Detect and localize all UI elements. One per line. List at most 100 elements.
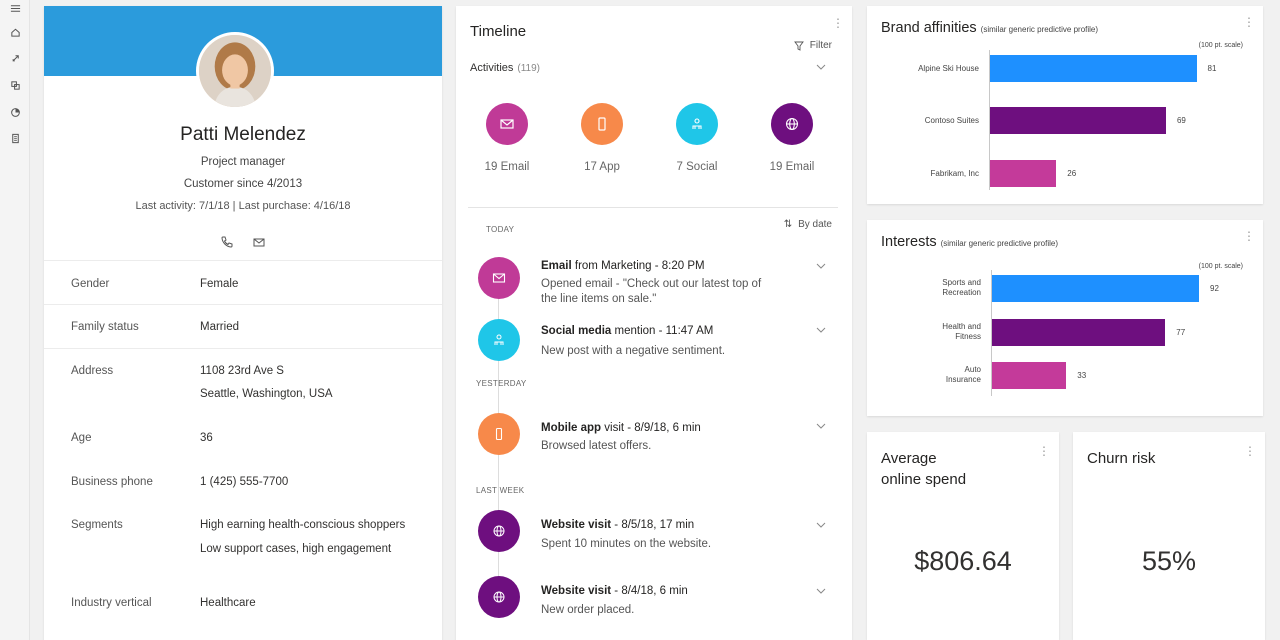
scale-label: (100 pt. scale)	[1198, 42, 1243, 49]
timeline-item-desc: Opened email - "Check out our latest top…	[541, 278, 762, 305]
field-value: Healthcare	[200, 597, 256, 609]
timeline-item-desc: Browsed latest offers.	[541, 440, 652, 452]
more-options-icon[interactable]: ⋮	[1243, 229, 1255, 243]
timeline-item-desc: New order placed.	[541, 604, 635, 616]
bar[interactable]	[990, 107, 1166, 134]
field-value: Married	[200, 321, 239, 333]
nav-rail	[0, 0, 30, 640]
filter-label: Filter	[809, 40, 832, 51]
social-summary-icon[interactable]	[676, 103, 718, 145]
bar-value: 92	[1210, 284, 1219, 293]
scale-label: (100 pt. scale)	[1198, 263, 1243, 270]
document-icon[interactable]	[9, 132, 21, 144]
phone-icon	[478, 413, 520, 455]
timeline-title: Timeline	[470, 23, 527, 40]
sort-by-date-button[interactable]: ⇅ By date	[784, 219, 832, 230]
field-row-family-status: Family status Married	[44, 304, 442, 348]
field-row-industry: Industry vertical Healthcare	[44, 576, 442, 636]
web-summary-icon[interactable]	[771, 103, 813, 145]
activities-label: Activities	[470, 62, 514, 74]
bar-label: Auto Insurance	[945, 365, 981, 384]
chevron-down-icon[interactable]	[816, 327, 826, 333]
churn-risk-card: Churn risk ⋮ 55%	[1073, 432, 1265, 640]
activities-count: (119)	[517, 63, 541, 74]
email-icon[interactable]	[252, 235, 266, 249]
bar-label: Fabrikam, Inc	[930, 169, 979, 178]
email-summary-icon[interactable]	[486, 103, 528, 145]
field-row-age: Age 36	[44, 418, 442, 462]
field-row-business-phone: Business phone 1 (425) 555-7700	[44, 462, 442, 506]
summary-label-email: 19 Email	[484, 161, 530, 173]
sort-icon: ⇅	[783, 219, 793, 230]
app-summary-icon[interactable]	[581, 103, 623, 145]
field-value-line2: Low support cases, high engagement	[200, 543, 392, 555]
brand-affinities-title: Brand affinities (similar generic predict…	[881, 20, 1099, 36]
divider	[468, 207, 838, 208]
filter-button[interactable]: Filter	[793, 40, 832, 51]
more-options-icon[interactable]: ⋮	[1243, 15, 1255, 29]
chart-axis	[989, 50, 990, 190]
timeline-item-title[interactable]: Email from Marketing - 8:20 PM	[541, 260, 705, 272]
more-options-icon[interactable]: ⋮	[1038, 444, 1050, 458]
summary-label-app: 17 App	[584, 161, 620, 173]
field-label: Address	[71, 365, 114, 377]
more-options-icon[interactable]: ⋮	[832, 16, 844, 30]
chevron-down-icon[interactable]	[816, 522, 826, 528]
field-label: Segments	[71, 519, 123, 531]
rocket-icon[interactable]	[9, 52, 21, 64]
churn-risk-title: Churn risk	[1087, 450, 1156, 467]
timeline-item-title[interactable]: Social media mention - 11:47 AM	[541, 325, 714, 337]
chevron-down-icon[interactable]	[816, 263, 826, 269]
field-row-segments: Segments High earning health-conscious s…	[44, 506, 442, 576]
brand-affinities-card: Brand affinities (similar generic predict…	[867, 6, 1263, 204]
summary-label-social: 7 Social	[676, 161, 718, 173]
bar-value: 77	[1176, 328, 1186, 337]
section-today: TODAY	[486, 225, 515, 234]
activities-header[interactable]: Activities (119)	[470, 62, 540, 74]
chevron-down-icon[interactable]	[816, 423, 826, 429]
field-label: Industry vertical	[71, 597, 152, 609]
sort-label: By date	[798, 219, 832, 230]
segments-icon[interactable]	[9, 79, 21, 91]
bar[interactable]	[990, 55, 1197, 82]
bar-label: Alpine Ski House	[918, 64, 979, 73]
section-yesterday: YESTERDAY	[476, 379, 527, 388]
bar-value: 33	[1077, 371, 1087, 380]
bar-value: 81	[1207, 64, 1217, 73]
field-value-line2: Seattle, Washington, USA	[200, 388, 333, 400]
chevron-down-icon[interactable]	[816, 588, 826, 594]
chevron-down-icon[interactable]	[816, 64, 826, 70]
field-label: Business phone	[71, 476, 153, 488]
bar[interactable]	[992, 319, 1166, 346]
mail-icon	[478, 257, 520, 299]
avatar	[196, 32, 274, 110]
bar-value: 26	[1067, 169, 1077, 178]
bar-label: Sports and Recreation	[942, 278, 981, 297]
timeline-item-title[interactable]: Website visit - 8/5/18, 17 min	[541, 519, 695, 531]
timeline-item-title[interactable]: Mobile app visit - 8/9/18, 6 min	[541, 422, 701, 434]
field-value: Female	[200, 278, 239, 290]
field-label: Family status	[71, 321, 139, 333]
menu-icon[interactable]	[9, 2, 21, 14]
pie-chart-icon[interactable]	[9, 106, 21, 118]
bar[interactable]	[990, 160, 1057, 187]
average-spend-card: Average online spend ⋮ $806.64	[867, 432, 1059, 640]
field-value: 1 (425) 555-7700	[200, 476, 289, 488]
summary-label-web: 19 Email	[769, 161, 815, 173]
timeline-item-desc: Spent 10 minutes on the website.	[541, 538, 712, 550]
field-label: Gender	[71, 278, 110, 290]
chart-axis	[991, 270, 992, 396]
bar-value: 69	[1176, 116, 1186, 125]
bar[interactable]	[992, 362, 1067, 389]
more-options-icon[interactable]: ⋮	[1244, 444, 1256, 458]
timeline-item-desc: New post with a negative sentiment.	[541, 345, 726, 357]
phone-icon[interactable]	[220, 235, 234, 249]
field-value: High earning health-conscious shoppers	[200, 519, 406, 531]
timeline-item-title[interactable]: Website visit - 8/4/18, 6 min	[541, 585, 688, 597]
field-label: Age	[71, 432, 92, 444]
customer-since: Customer since 4/2013	[183, 178, 303, 190]
globe-icon	[478, 510, 520, 552]
section-last-week: LAST WEEK	[476, 486, 525, 495]
home-icon[interactable]	[9, 26, 21, 38]
bar[interactable]	[992, 275, 1199, 302]
